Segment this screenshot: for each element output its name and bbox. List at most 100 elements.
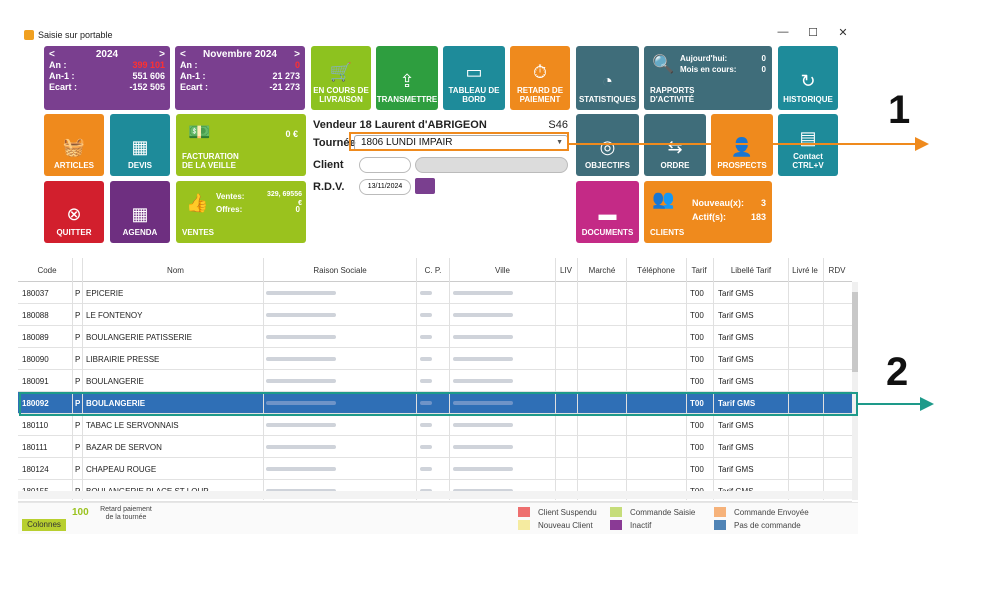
redacted-cell <box>420 401 432 405</box>
rapports-activite-button[interactable]: 🔍 Aujourd'hui: 0 Mois en cours: 0 RAPPOR… <box>644 46 772 110</box>
prospect-icon: 👤 <box>730 137 754 157</box>
maximize-button[interactable]: ☐ <box>808 27 818 39</box>
aujourdhui-label: Aujourd'hui: <box>680 54 728 63</box>
minimize-button[interactable]: — <box>777 26 789 38</box>
table-row[interactable]: 180124 P CHAPEAU ROUGE T00 Tarif GMS <box>18 458 852 480</box>
stopwatch-icon: ⏱ <box>532 62 548 82</box>
client-name-input[interactable] <box>415 157 568 173</box>
agenda-button[interactable]: ▦ AGENDA <box>110 181 170 243</box>
facturation-veille-button[interactable]: 💵 0 € FACTURATION DE LA VEILLE <box>176 114 306 176</box>
quitter-button[interactable]: ⊗ QUITTER <box>44 181 104 243</box>
cell-nom: BOULANGERIE <box>86 377 144 386</box>
month-next-button[interactable]: > <box>294 49 300 60</box>
vendeur-label: Vendeur <box>313 119 357 131</box>
col-rdv[interactable]: RDV <box>828 266 846 275</box>
tableau-de-bord-button[interactable]: ▭ TABLEAU DE BORD <box>443 46 505 110</box>
col-libelle-tarif[interactable]: Libellé Tarif <box>730 266 772 275</box>
legend-item: Pas de commande <box>714 520 801 530</box>
grid-header: Code Nom Raison Sociale C. P. Ville LIV … <box>18 258 852 282</box>
en-cours-label: EN COURS DE LIVRAISON <box>313 86 369 104</box>
legend-label: Inactif <box>630 520 652 530</box>
table-row[interactable]: 180110 P TABAC LE SERVONNAIS T00 Tarif GMS <box>18 414 852 436</box>
historique-button[interactable]: ↻ HISTORIQUE <box>778 46 838 110</box>
transmettre-button[interactable]: ⇪ TRANSMETTRE <box>376 46 438 110</box>
scroll-thumb[interactable] <box>852 292 858 372</box>
col-raison-sociale[interactable]: Raison Sociale <box>313 266 367 275</box>
year-next-button[interactable]: > <box>159 49 165 60</box>
contact-button[interactable]: ▤ Contact CTRL+V <box>778 114 838 176</box>
cell-libelle-tarif: Tarif GMS <box>718 333 754 342</box>
cell-tarif: T00 <box>690 377 704 386</box>
cell-libelle-tarif: Tarif GMS <box>718 399 756 408</box>
col-livre-le[interactable]: Livré le <box>792 266 818 275</box>
en-cours-livraison-button[interactable]: 🛒 EN COURS DE LIVRAISON <box>311 46 371 110</box>
cell-code: 180110 <box>22 421 49 430</box>
redacted-cell <box>266 313 336 317</box>
statistiques-button[interactable]: ◔ STATISTIQUES <box>576 46 639 110</box>
col-cp[interactable]: C. P. <box>424 266 442 275</box>
col-code[interactable]: Code <box>37 266 57 275</box>
redacted-cell <box>453 401 513 405</box>
col-marche[interactable]: Marché <box>588 266 616 275</box>
cell-libelle-tarif: Tarif GMS <box>718 377 754 386</box>
table-row[interactable]: 180111 P BAZAR DE SERVON T00 Tarif GMS <box>18 436 852 458</box>
vertical-scrollbar[interactable] <box>852 282 858 500</box>
legend-item: Inactif <box>610 520 651 530</box>
month-an1-label: An-1 : <box>180 71 206 81</box>
close-button[interactable]: ✕ <box>838 27 848 39</box>
ventes-button[interactable]: 👍 Ventes: 329, 69556 € Offres: 0 VENTES <box>176 181 306 243</box>
cell-code: 180092 <box>22 399 49 408</box>
annotation-arrow-1 <box>569 143 919 145</box>
table-row[interactable]: 180089 P BOULANGERIE PATISSERIE T00 Tarif GM… <box>18 326 852 348</box>
legend-swatch <box>610 520 622 530</box>
cell-tarif: T00 <box>690 289 704 298</box>
money-icon: 💵 <box>188 122 211 142</box>
colonnes-button[interactable]: Colonnes <box>22 519 66 531</box>
users-icon: 👥 <box>652 189 675 209</box>
redacted-cell <box>453 467 513 471</box>
month-prev-button[interactable]: < <box>180 49 186 60</box>
objectifs-button[interactable]: ◎ OBJECTIFS <box>576 114 639 176</box>
table-row[interactable]: 180037 P EPICERIE T00 Tarif GMS <box>18 282 852 304</box>
table-row[interactable]: 180092 P BOULANGERIE T00 Tarif GMS <box>18 392 852 414</box>
prospects-button[interactable]: 👤 PROSPECTS <box>711 114 773 176</box>
cell-nom: BOULANGERIE <box>86 399 146 408</box>
an1-value: 551 606 <box>132 71 165 81</box>
documents-button[interactable]: ▬ DOCUMENTS <box>576 181 639 243</box>
redacted-cell <box>420 379 432 383</box>
horizontal-scrollbar[interactable] <box>18 491 852 499</box>
col-liv[interactable]: LIV <box>559 266 572 275</box>
retard-badge: 100 <box>72 507 89 518</box>
rdv-label: R.D.V. <box>313 181 345 193</box>
cell-p: P <box>75 311 81 320</box>
folder-icon: ▬ <box>598 204 617 224</box>
month-an1-value: 21 273 <box>272 71 300 81</box>
articles-button[interactable]: 🧺 ARTICLES <box>44 114 104 176</box>
upload-icon: ⇪ <box>399 71 415 91</box>
rdv-date-input[interactable]: 13/11/2024 <box>359 179 411 195</box>
table-row[interactable]: 180091 P BOULANGERIE T00 Tarif GMS <box>18 370 852 392</box>
legend-swatch <box>714 507 726 517</box>
redacted-cell <box>453 313 513 317</box>
legend-item: Commande Envoyée <box>714 507 809 517</box>
client-code-input[interactable] <box>359 157 411 173</box>
cell-libelle-tarif: Tarif GMS <box>718 465 754 474</box>
clients-button[interactable]: 👥 Nouveau(x): 3 Actif(s): 183 CLIENTS <box>644 181 772 243</box>
col-tarif[interactable]: Tarif <box>691 266 707 275</box>
retard-paiement-button[interactable]: ⏱ RETARD DE PAIEMENT <box>510 46 570 110</box>
chevron-down-icon: ▼ <box>556 139 563 146</box>
col-telephone[interactable]: Téléphone <box>637 266 675 275</box>
ordre-button[interactable]: ⇆ ORDRE <box>644 114 706 176</box>
table-row[interactable]: 180090 P LIBRAIRIE PRESSE T00 Tarif GMS <box>18 348 852 370</box>
devis-button[interactable]: ▦ DEVIS <box>110 114 170 176</box>
statistiques-label: STATISTIQUES <box>578 95 637 104</box>
calendar-icon[interactable] <box>415 178 435 194</box>
retard-paiement-tournee-button[interactable]: Retard paiement de la tournée <box>100 506 152 521</box>
table-row[interactable]: 180088 P LE FONTENOY T00 Tarif GMS <box>18 304 852 326</box>
tournee-label: Tournée <box>313 137 356 149</box>
selected-row-highlight <box>19 392 858 416</box>
an-label: An : <box>49 60 67 70</box>
col-ville[interactable]: Ville <box>495 266 510 275</box>
col-nom[interactable]: Nom <box>167 266 184 275</box>
year-prev-button[interactable]: < <box>49 49 55 60</box>
